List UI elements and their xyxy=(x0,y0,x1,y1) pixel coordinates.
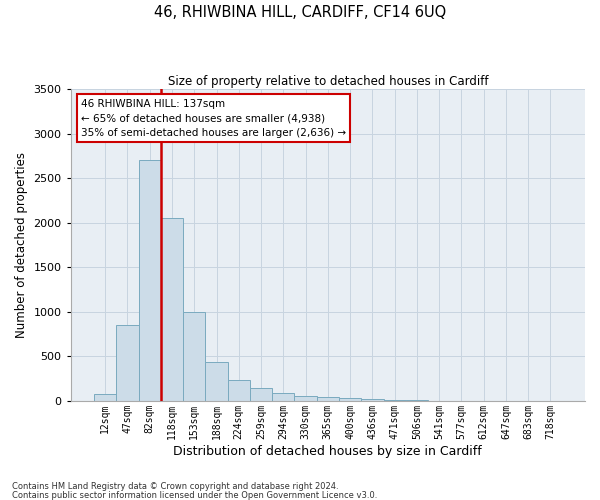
Bar xyxy=(272,393,295,401)
Text: Contains public sector information licensed under the Open Government Licence v3: Contains public sector information licen… xyxy=(12,490,377,500)
Bar xyxy=(317,398,339,401)
Bar xyxy=(139,160,161,401)
Bar xyxy=(406,400,428,401)
Bar xyxy=(295,396,317,401)
Bar xyxy=(361,399,383,401)
Bar xyxy=(116,325,139,401)
Text: 46, RHIWBINA HILL, CARDIFF, CF14 6UQ: 46, RHIWBINA HILL, CARDIFF, CF14 6UQ xyxy=(154,5,446,20)
Y-axis label: Number of detached properties: Number of detached properties xyxy=(15,152,28,338)
Bar xyxy=(161,218,183,401)
X-axis label: Distribution of detached houses by size in Cardiff: Distribution of detached houses by size … xyxy=(173,444,482,458)
Bar xyxy=(183,312,205,401)
Bar xyxy=(383,400,406,401)
Bar xyxy=(250,388,272,401)
Bar xyxy=(227,380,250,401)
Bar xyxy=(94,394,116,401)
Title: Size of property relative to detached houses in Cardiff: Size of property relative to detached ho… xyxy=(167,75,488,88)
Bar xyxy=(205,362,227,401)
Text: Contains HM Land Registry data © Crown copyright and database right 2024.: Contains HM Land Registry data © Crown c… xyxy=(12,482,338,491)
Text: 46 RHIWBINA HILL: 137sqm
← 65% of detached houses are smaller (4,938)
35% of sem: 46 RHIWBINA HILL: 137sqm ← 65% of detach… xyxy=(81,98,346,138)
Bar xyxy=(339,398,361,401)
